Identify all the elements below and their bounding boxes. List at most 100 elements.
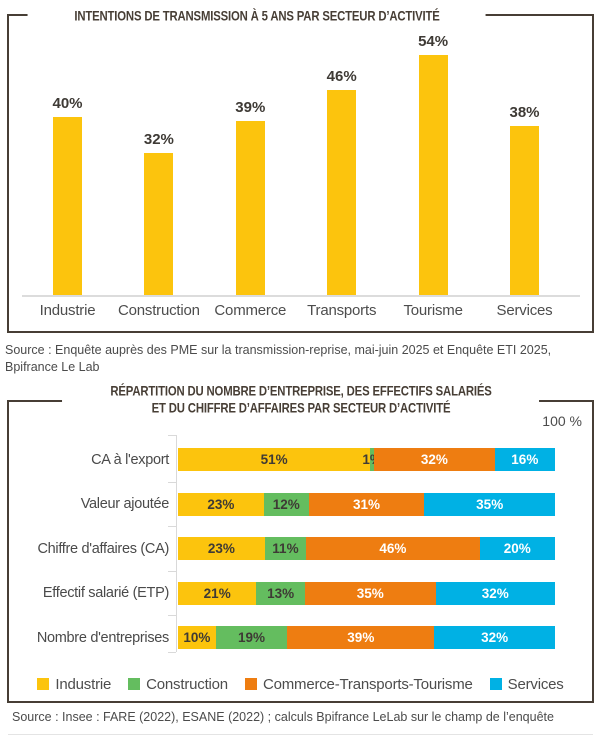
chart1-title-text: INTENTIONS DE TRANSMISSION À 5 ANS PAR S…: [73, 8, 440, 24]
segment-value-label: 21%: [203, 585, 231, 601]
segment-commerce-transports-tourisme: 46%: [306, 537, 480, 560]
category-label-construction: Construction: [117, 302, 200, 319]
chart1-title: INTENTIONS DE TRANSMISSION À 5 ANS PAR S…: [27, 8, 486, 24]
segment-commerce-transports-tourisme: 39%: [287, 626, 435, 649]
legend-item-services: Services: [489, 675, 564, 693]
row-label-effectif-salari-etp: Effectif salarié (ETP): [42, 585, 169, 601]
axis-tick: [168, 435, 176, 436]
stacked-bar-effectif-salari-etp: 21% 13% 35% 32%: [178, 581, 556, 605]
segment-value-label: 12%: [272, 496, 300, 512]
segment-industrie: 23%: [178, 492, 264, 516]
segment-value-label: 20%: [503, 541, 531, 556]
segment-value-label: 32%: [420, 452, 448, 467]
chart1-source: Source : Enquête auprès des PME sur la t…: [5, 343, 552, 374]
segment-commerce-transports-tourisme: 32%: [374, 448, 495, 471]
segment-industrie: 23%: [178, 537, 265, 560]
row-label-valeur-ajout-e: Valeur ajoutée: [80, 496, 170, 512]
segment-value-label: 39%: [347, 630, 375, 645]
segment-services: 32%: [434, 626, 555, 649]
legend-label-commerce-transports-tourisme: Commerce-Transports-Tourisme: [262, 675, 473, 693]
axis-tick: [168, 570, 176, 572]
category-label-transports: Transports: [307, 302, 377, 319]
bar-services: [510, 125, 539, 295]
bar-value-label-industrie: 40%: [52, 95, 83, 112]
segment-industrie: 10%: [178, 626, 216, 649]
segment-construction: 13%: [256, 581, 305, 605]
chart1-baseline: [22, 295, 580, 297]
legend-label-services: Services: [507, 675, 564, 693]
chart2-source: Source : Insee : FARE (2022), ESANE (202…: [12, 710, 554, 724]
chart2-title-line1: RÉPARTITION DU NOMBRE D’ENTREPRISE, DES …: [109, 383, 492, 399]
segment-value-label: 23%: [207, 541, 235, 556]
segment-value-label: 32%: [481, 630, 509, 645]
chart-transmission-intentions: INTENTIONS DE TRANSMISSION À 5 ANS PAR S…: [7, 8, 594, 333]
segment-industrie: 51%: [178, 448, 371, 471]
bar-transports: [327, 90, 357, 295]
bar-value-label-tourisme: 54%: [418, 32, 449, 50]
legend-swatch-services: [489, 678, 502, 690]
segment-value-label: 19%: [237, 630, 266, 645]
legend-swatch-industrie: [37, 678, 50, 690]
bar-value-label-services: 38%: [509, 103, 540, 121]
stacked-bar-ca-l-export: 51% 1% 32% 16%: [178, 448, 555, 471]
legend-label-industrie: Industrie: [55, 675, 112, 693]
row-label-chiffre-d-affaires-ca: Chiffre d'affaires (CA): [37, 540, 169, 557]
bar-industrie: [53, 117, 82, 295]
segment-commerce-transports-tourisme: 31%: [308, 492, 425, 516]
category-label-commerce: Commerce: [214, 302, 287, 319]
row-label-ca-l-export: CA à l'export: [91, 451, 169, 468]
segment-value-label: 35%: [476, 496, 504, 512]
segment-value-label: 35%: [356, 585, 384, 601]
legend-item-commerce-transports-tourisme: Commerce-Transports-Tourisme: [244, 675, 473, 693]
bar-value-label-transports: 46%: [326, 68, 357, 86]
legend-swatch-construction: [128, 678, 141, 690]
bar-commerce: [235, 121, 265, 295]
chart2-title: RÉPARTITION DU NOMBRE D’ENTREPRISE, DES …: [61, 383, 540, 416]
category-label-tourisme: Tourisme: [403, 302, 463, 319]
axis-tick: [168, 481, 176, 483]
segment-value-label: 46%: [379, 541, 407, 556]
category-label-services: Services: [496, 302, 553, 319]
segment-construction: 11%: [264, 537, 307, 560]
bottom-divider: [8, 734, 593, 735]
segment-value-label: 32%: [481, 585, 509, 601]
stacked-bar-nombre-d-entreprises: 10% 19% 39% 32%: [178, 626, 555, 649]
segment-value-label: 31%: [353, 496, 381, 512]
segment-value-label: 16%: [511, 452, 539, 467]
segment-services: 32%: [435, 581, 556, 605]
bar-value-label-construction: 32%: [143, 130, 174, 148]
segment-value-label: 11%: [272, 541, 299, 556]
segment-services: 20%: [479, 537, 555, 560]
axis-max-label: 100 %: [542, 413, 582, 429]
chart2-title-line2: ET DU CHIFFRE D’AFFAIRES PAR SECTEUR D’A…: [151, 399, 450, 416]
legend-swatch-commerce-transports-tourisme: [244, 678, 257, 690]
bar-construction: [144, 152, 174, 295]
axis-tick: [168, 526, 176, 528]
category-label-industrie: Industrie: [39, 302, 96, 319]
chart2-plot-area: CA à l'export 51% 1% 32% 16% Valeur ajoutée 23…: [9, 402, 592, 701]
bar-tourisme: [418, 54, 448, 295]
segment-construction: 12%: [263, 492, 309, 516]
axis-tick: [168, 615, 176, 617]
axis-tick: [168, 652, 176, 653]
bar-value-label-commerce: 39%: [235, 99, 266, 117]
legend-item-industrie: Industrie: [37, 676, 111, 693]
segment-construction: 19%: [215, 626, 288, 649]
chart2-axis-line: [176, 435, 177, 652]
segment-industrie: 21%: [178, 581, 257, 605]
segment-services: 16%: [494, 448, 555, 471]
segment-commerce-transports-tourisme: 35%: [304, 581, 436, 605]
chart2-legend: Industrie Construction Commerce-Transports…: [9, 674, 592, 694]
stacked-bar-chiffre-d-affaires-ca: 23% 11% 46% 20%: [178, 537, 555, 560]
segment-services: 35%: [424, 492, 556, 516]
stacked-bar-valeur-ajout-e: 23% 12% 31% 35%: [178, 492, 556, 516]
row-label-nombre-d-entreprises: Nombre d'entreprises: [36, 629, 169, 646]
legend-item-construction: Construction: [128, 676, 228, 693]
chart1-plot-area: 40% Industrie 32% Construction 39% Commerce 46…: [9, 16, 592, 331]
segment-value-label: 10%: [183, 630, 211, 645]
legend-label-construction: Construction: [146, 675, 228, 693]
chart-sector-repartition: RÉPARTITION DU NOMBRE D’ENTREPRISE, DES …: [7, 383, 594, 703]
segment-value-label: 13%: [267, 585, 295, 601]
segment-value-label: 51%: [260, 452, 288, 467]
segment-value-label: 23%: [207, 496, 235, 512]
